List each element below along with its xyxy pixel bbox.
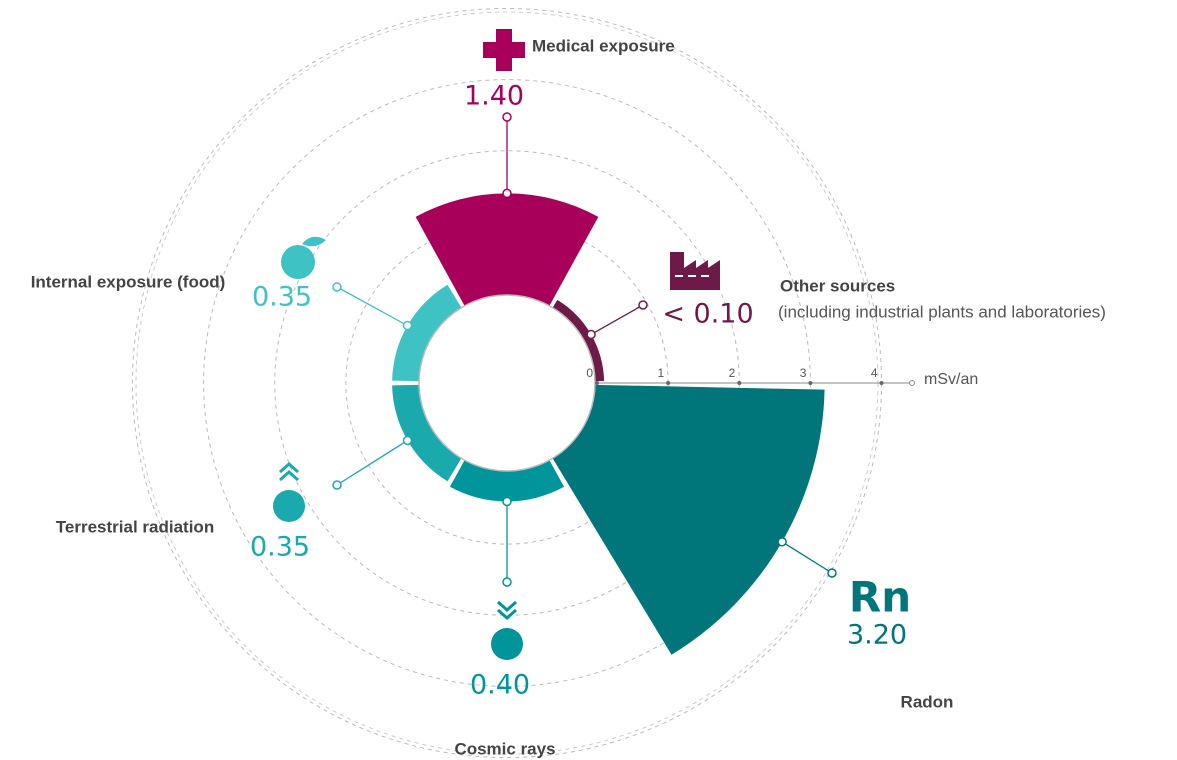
sector: [415, 193, 599, 306]
axis: 0 1 2 3 4 mSv/an: [586, 366, 978, 388]
cosmic-icon: [491, 600, 523, 660]
category-label: Other sources: [780, 276, 895, 295]
value-label: 3.20: [847, 620, 907, 651]
value-label: 0.40: [470, 670, 530, 701]
category-label: Internal exposure (food): [31, 272, 226, 291]
axis-tick: [737, 381, 742, 385]
value-label: 0.35: [250, 532, 310, 563]
leader-line: [336, 286, 408, 327]
other-note: (including industrial plants and laborat…: [778, 302, 1106, 321]
axis-tick: [879, 381, 884, 385]
sector: [392, 284, 462, 382]
terrestrial-icon: [273, 461, 305, 522]
radon-symbol: Rn: [849, 573, 911, 622]
leader-start: [777, 537, 787, 547]
leader-start: [402, 320, 413, 331]
factory-icon: [670, 252, 720, 290]
labels: 3.20 Radon 0.40 Cosmic rays 0.35 Terrestrial …: [31, 36, 1106, 758]
leader-start: [502, 188, 512, 199]
leader-start: [402, 435, 413, 446]
value-label: 1.40: [464, 81, 524, 112]
leader-line: [336, 439, 408, 486]
category-label: Cosmic rays: [454, 739, 555, 758]
value-label: < 0.10: [662, 299, 753, 330]
center-hole: [418, 294, 596, 472]
leader-end: [502, 112, 512, 122]
category-label: Medical exposure: [532, 36, 675, 55]
leader-end: [502, 577, 512, 587]
leader-end: [827, 568, 837, 578]
axis-tick: [808, 381, 813, 385]
axis-tick: [595, 381, 599, 385]
axis-label: mSv/an: [924, 371, 978, 388]
sector: [392, 384, 462, 482]
axis-tick-label: 4: [871, 366, 878, 380]
sectors: [392, 193, 825, 655]
sector: [552, 299, 605, 382]
category-label: Radon: [901, 692, 954, 711]
axis-end: [909, 380, 915, 386]
leader-start: [586, 329, 596, 340]
sector: [552, 384, 825, 655]
leader-end: [638, 300, 648, 310]
axis-tick-label: 1: [657, 366, 664, 380]
axis-tick: [666, 381, 671, 385]
sector: [449, 460, 565, 502]
medical-icon: [483, 29, 525, 71]
leader-line: [590, 304, 644, 336]
leader-end: [332, 480, 342, 490]
axis-tick-label: 0: [586, 366, 593, 380]
leader-end: [332, 282, 342, 292]
food-icon: [281, 236, 326, 279]
leader-start: [502, 496, 512, 507]
category-label: Terrestrial radiation: [56, 517, 214, 536]
axis-tick-label: 3: [800, 366, 807, 380]
axis-tick-label: 2: [729, 366, 736, 380]
value-label: 0.35: [252, 282, 312, 313]
leader-line: [781, 541, 833, 574]
